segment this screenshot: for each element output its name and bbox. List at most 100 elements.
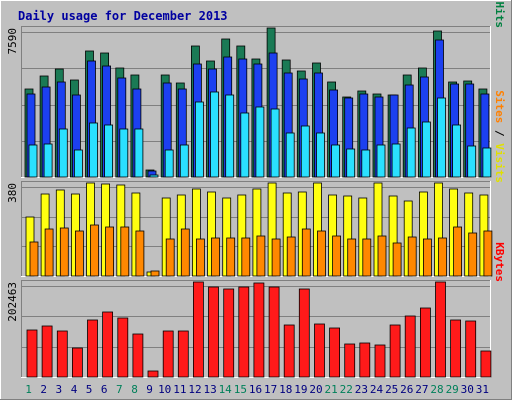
day-label-5: 5 — [86, 383, 93, 396]
bar-pages-day-10 — [164, 149, 174, 178]
day-label-12: 12 — [188, 383, 201, 396]
bar-sites-day-5 — [90, 224, 99, 277]
bar-kbytes-day-25 — [389, 324, 401, 378]
bar-sites-day-18 — [286, 236, 296, 277]
day-label-2: 2 — [40, 383, 47, 396]
bar-kbytes-day-7 — [117, 317, 129, 378]
day-label-3: 3 — [55, 383, 62, 396]
bar-pages-day-6 — [104, 124, 113, 178]
bar-pages-day-22 — [346, 148, 356, 178]
bar-pages-day-20 — [316, 132, 325, 178]
bar-pages-day-31 — [482, 147, 492, 178]
day-label-6: 6 — [101, 383, 108, 396]
bar-kbytes-day-23 — [359, 342, 371, 378]
day-label-4: 4 — [71, 383, 78, 396]
bar-sites-day-4 — [75, 230, 84, 277]
bar-sites-day-31 — [483, 230, 493, 277]
day-label-16: 16 — [249, 383, 262, 396]
bar-pages-day-1 — [28, 144, 38, 178]
day-labels: 1 2 3 4 5 6 7 8 9 10 11 12 13 14 15 16 17 18 19 20 21 22 23 24 2… — [25, 383, 489, 396]
bar-sites-day-7 — [120, 226, 130, 277]
bar-sites-day-17 — [271, 238, 281, 277]
day-label-20: 20 — [309, 383, 322, 396]
bar-sites-day-6 — [105, 226, 114, 277]
panel-kbytes: 202463 KBytes — [6, 242, 506, 378]
legend-part-hits: Hits — [493, 2, 506, 29]
bar-kbytes-day-6 — [102, 311, 113, 378]
bar-kbytes-day-20 — [314, 323, 325, 378]
bar-sites-day-25 — [392, 242, 402, 277]
day-label-17: 17 — [264, 383, 277, 396]
bar-pages-day-18 — [285, 132, 295, 178]
day-label-19: 19 — [294, 383, 307, 396]
legend-part--: / — [493, 123, 506, 143]
bar-kbytes-day-9 — [147, 370, 159, 378]
bar-kbytes-day-26 — [404, 315, 416, 378]
bar-kbytes-day-13 — [208, 286, 219, 378]
bar-kbytes-day-16 — [253, 282, 265, 378]
bar-pages-day-24 — [376, 144, 386, 178]
panel-hits-files-pages: 7590 Pages / Files / Hits — [6, 0, 506, 178]
bar-kbytes-day-12 — [192, 281, 204, 378]
day-label-22: 22 — [340, 383, 353, 396]
bar-sites-day-28 — [438, 237, 447, 277]
bar-pages-day-30 — [467, 145, 477, 178]
bar-sites-day-12 — [195, 238, 205, 277]
bar-sites-day-23 — [362, 238, 372, 277]
bar-pages-day-4 — [74, 149, 83, 178]
bar-pages-day-27 — [421, 121, 431, 178]
bar-pages-day-26 — [406, 127, 416, 178]
bar-sites-day-3 — [59, 227, 69, 277]
day-label-7: 7 — [116, 383, 123, 396]
bar-kbytes-day-11 — [177, 330, 189, 378]
day-label-9: 9 — [146, 383, 153, 396]
y-max-label-visits-sites: 380 — [6, 183, 19, 203]
legend-hits-files-pages: Pages / Files / Hits — [493, 0, 506, 28]
day-label-21: 21 — [324, 383, 337, 396]
bar-pages-day-12 — [194, 101, 204, 178]
bar-sites-day-30 — [468, 232, 478, 277]
bar-kbytes-day-1 — [26, 329, 38, 378]
bar-kbytes-day-21 — [329, 327, 341, 378]
bar-sites-day-24 — [377, 235, 387, 277]
bar-pages-day-29 — [452, 124, 462, 178]
legend-part-kbytes: KBytes — [493, 242, 506, 282]
bar-sites-day-27 — [422, 238, 432, 277]
bar-kbytes-day-24 — [374, 344, 386, 378]
bar-sites-day-19 — [301, 228, 311, 277]
bar-pages-day-28 — [437, 97, 446, 178]
day-label-11: 11 — [173, 383, 186, 396]
bar-sites-day-11 — [180, 228, 190, 277]
bar-pages-day-3 — [58, 128, 68, 178]
bar-kbytes-day-27 — [419, 307, 431, 378]
legend-part-sites: Sites — [493, 90, 506, 123]
day-label-30: 30 — [461, 383, 474, 396]
bar-pages-day-17 — [270, 108, 280, 178]
y-max-label-hits-files-pages: 7590 — [6, 28, 19, 55]
bar-pages-day-5 — [89, 122, 98, 178]
bar-sites-day-22 — [347, 238, 357, 277]
bar-pages-day-19 — [300, 125, 310, 178]
legend-part-visits: Visits — [493, 143, 506, 183]
bar-kbytes-day-28 — [435, 281, 446, 378]
series-sites — [29, 224, 493, 277]
bar-kbytes-day-17 — [268, 286, 280, 378]
bar-kbytes-day-3 — [56, 330, 68, 378]
legend-part--: / — [493, 0, 506, 2]
bar-pages-day-15 — [240, 112, 250, 178]
bar-sites-day-26 — [407, 236, 417, 277]
day-label-23: 23 — [355, 383, 368, 396]
bar-sites-day-29 — [453, 226, 463, 277]
bar-sites-day-9 — [150, 270, 160, 277]
day-label-10: 10 — [158, 383, 171, 396]
day-label-31: 31 — [476, 383, 489, 396]
bar-sites-day-16 — [256, 235, 266, 277]
bar-sites-day-15 — [241, 237, 251, 277]
bar-sites-day-8 — [135, 230, 145, 277]
day-label-24: 24 — [370, 383, 384, 396]
bar-pages-day-9 — [149, 174, 159, 178]
bar-sites-day-10 — [165, 238, 175, 277]
bar-kbytes-day-29 — [450, 319, 462, 378]
bar-kbytes-day-30 — [465, 320, 477, 378]
bar-sites-day-2 — [44, 228, 54, 277]
